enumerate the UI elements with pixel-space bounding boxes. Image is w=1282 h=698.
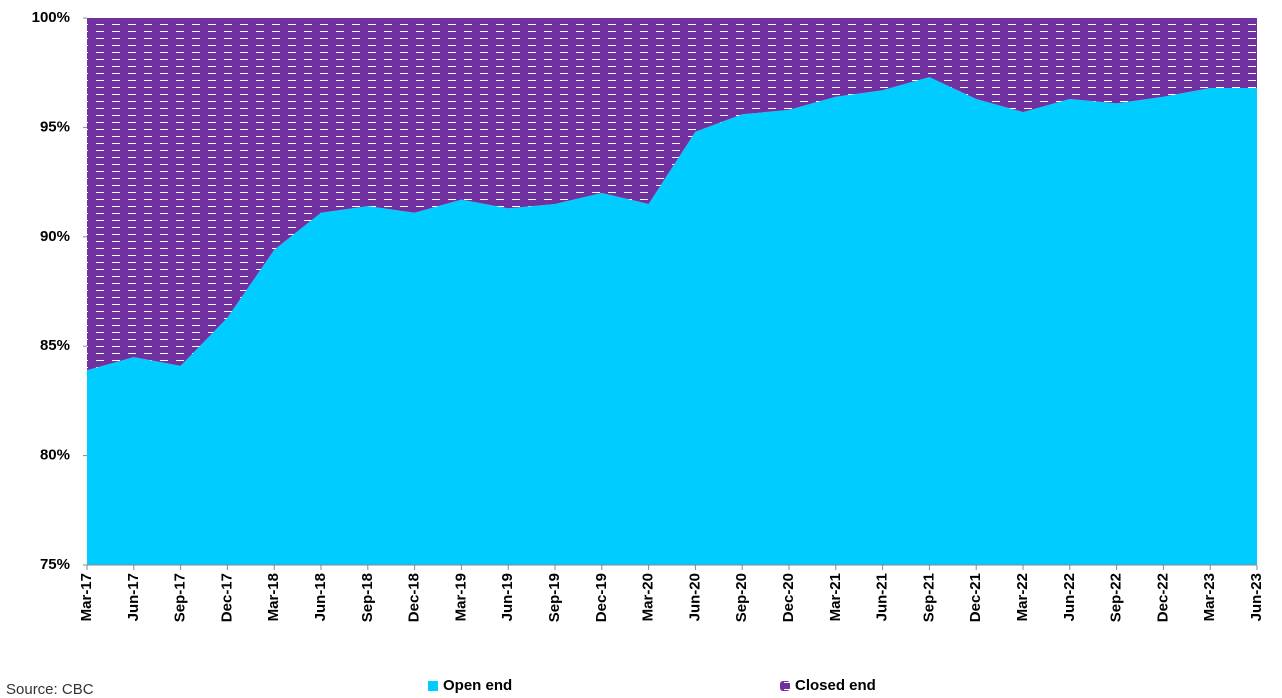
x-tick-label: Dec-18 xyxy=(406,573,423,622)
x-tick-label: Dec-17 xyxy=(218,573,235,622)
x-tick-label: Dec-20 xyxy=(780,573,797,622)
y-tick-label: 80% xyxy=(40,447,70,464)
x-tick-label: Dec-21 xyxy=(967,573,984,622)
x-tick-label: Mar-18 xyxy=(265,573,282,621)
x-tick-label: Mar-19 xyxy=(452,573,469,621)
y-tick-label: 95% xyxy=(40,118,70,135)
x-tick-label: Dec-19 xyxy=(593,573,610,622)
x-tick-label: Sep-22 xyxy=(1108,573,1125,622)
legend-label: Open end xyxy=(443,677,512,694)
x-tick-label: Sep-19 xyxy=(546,573,563,622)
x-tick-label: Jun-19 xyxy=(499,573,516,621)
y-tick-label: 100% xyxy=(32,9,70,26)
x-tick-label: Jun-20 xyxy=(686,573,703,621)
area xyxy=(87,77,1257,566)
x-tick-label: Jun-17 xyxy=(125,573,142,621)
x-tick-label: Sep-18 xyxy=(359,573,376,622)
x-tick-label: Mar-17 xyxy=(78,573,95,621)
y-tick-label: 75% xyxy=(40,556,70,573)
legend-label: Closed end xyxy=(795,677,876,694)
legend-swatch xyxy=(780,681,790,691)
x-tick-label: Mar-23 xyxy=(1201,573,1218,621)
x-tick-label: Mar-21 xyxy=(827,573,844,621)
x-tick-label: Mar-20 xyxy=(640,573,657,621)
x-tick-label: Dec-22 xyxy=(1154,573,1171,622)
x-tick-label: Sep-17 xyxy=(172,573,189,622)
x-tick-label: Mar-22 xyxy=(1014,573,1031,621)
y-tick-label: 85% xyxy=(40,337,70,354)
x-tick-label: Sep-20 xyxy=(733,573,750,622)
x-tick-label: Jun-23 xyxy=(1248,573,1265,621)
x-tick-label: Sep-21 xyxy=(920,573,937,622)
source: Source: CBC xyxy=(6,681,94,698)
y-tick-label: 90% xyxy=(40,228,70,245)
area xyxy=(87,18,1257,371)
x-tick-label: Jun-18 xyxy=(312,573,329,621)
legend-swatch xyxy=(428,681,438,691)
x-tick-label: Jun-22 xyxy=(1061,573,1078,621)
x-tick-label: Jun-21 xyxy=(874,573,891,621)
